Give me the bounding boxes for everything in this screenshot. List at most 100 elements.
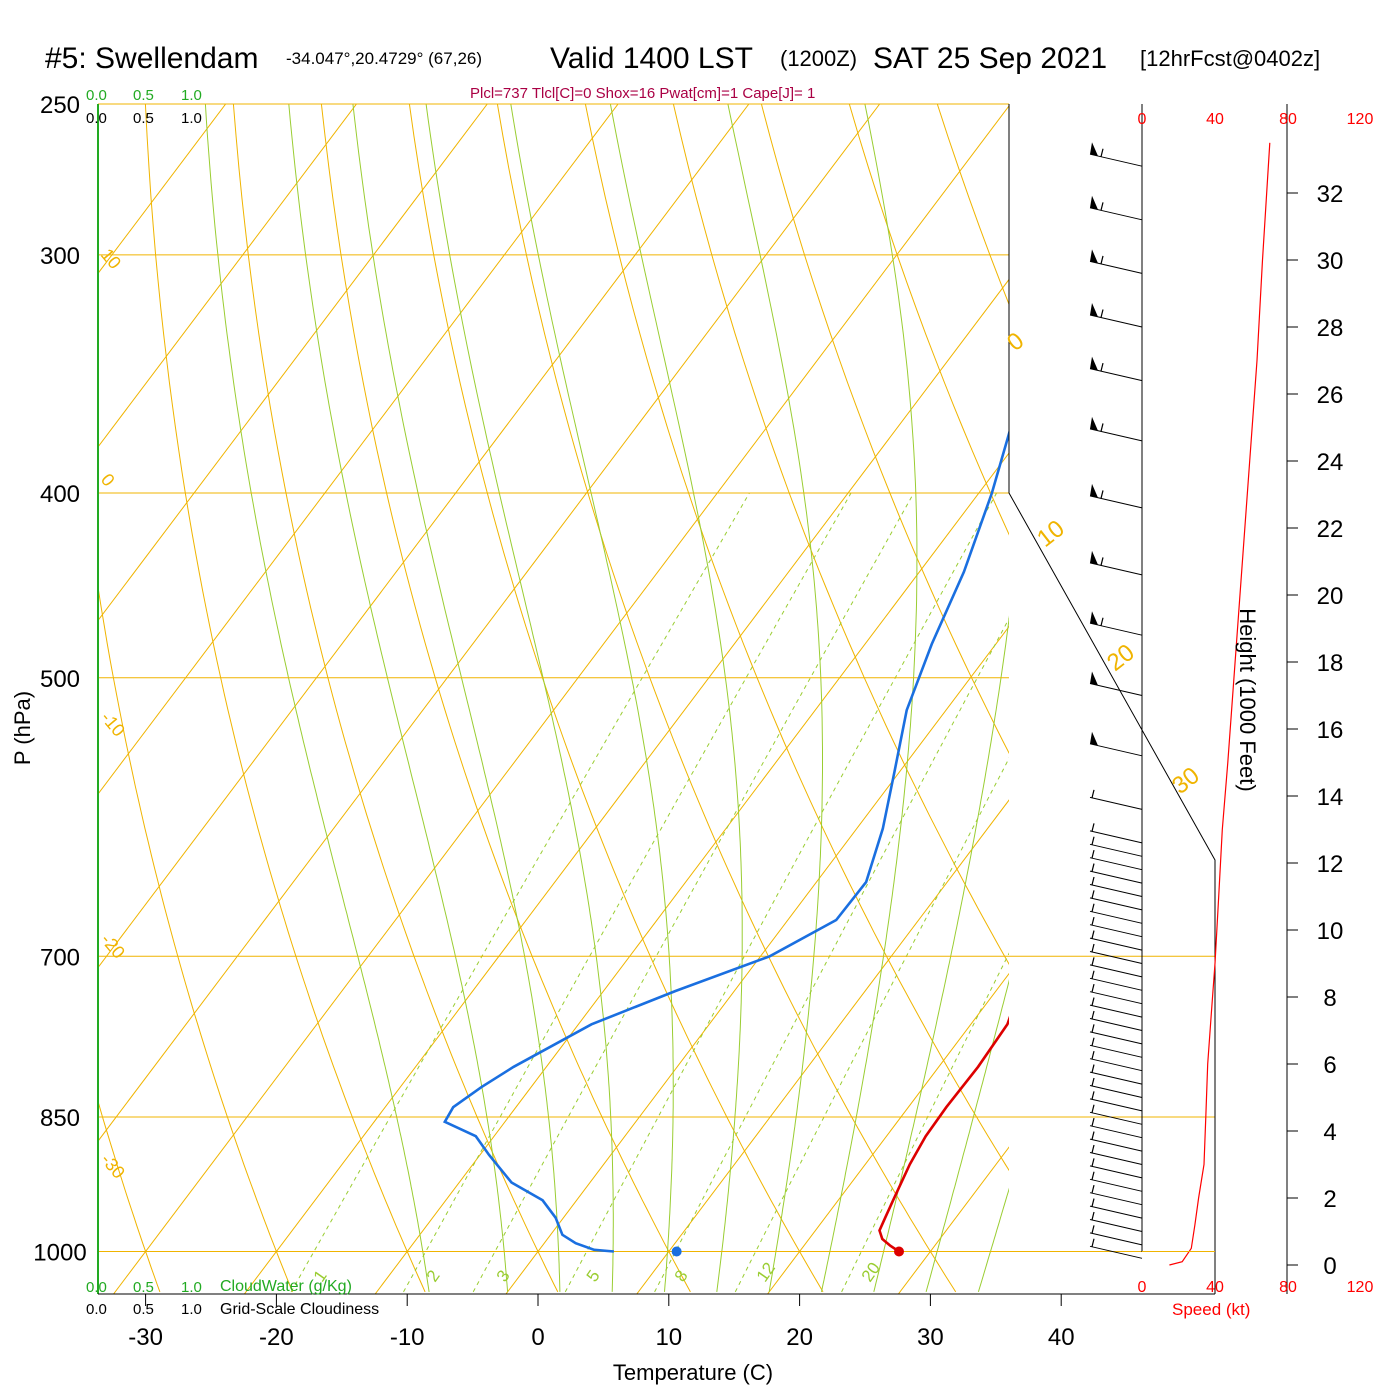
axis-labels: 1000850700500400300250100-10-20-30010203… bbox=[33, 92, 1343, 1351]
moist-adiabat-line bbox=[425, 104, 614, 1292]
wind-barb bbox=[1089, 1198, 1143, 1219]
isotherm-line bbox=[98, 104, 750, 969]
y-axis-title: P (hPa) bbox=[10, 691, 35, 765]
wind-barb bbox=[1089, 789, 1143, 810]
cloudiness-tick-top-1: 0.5 bbox=[133, 110, 154, 127]
surface-temperature-dot bbox=[894, 1246, 905, 1257]
mixing-ratio-line bbox=[734, 757, 1009, 1293]
dry-adiabat-line bbox=[98, 1099, 161, 1293]
speed-panel bbox=[1142, 142, 1271, 1266]
speed-tick-bottom-0: 0 bbox=[1138, 1279, 1147, 1296]
plot-frame bbox=[97, 104, 1298, 1306]
dry-adiabat-line bbox=[232, 104, 559, 1293]
dry-adiabat-label: 10 bbox=[1032, 515, 1070, 553]
cloudwater-tick-bottom-0: 0.0 bbox=[86, 1279, 107, 1296]
mixing-ratio-line bbox=[654, 617, 1009, 1293]
wind-barb bbox=[1089, 303, 1143, 328]
height-tick-label: 20 bbox=[1317, 583, 1344, 610]
wind-barb bbox=[1089, 957, 1143, 978]
wind-barb bbox=[1089, 483, 1143, 509]
pressure-tick-label: 400 bbox=[40, 481, 80, 508]
temperature-tick-label: 10 bbox=[655, 1324, 682, 1351]
isotherm-line bbox=[98, 104, 488, 622]
wind-barb bbox=[1089, 1211, 1143, 1232]
mixing-ratio-line bbox=[841, 952, 1009, 1293]
cloudiness-tick-top-2: 1.0 bbox=[181, 110, 202, 127]
wind-barb bbox=[1089, 249, 1143, 274]
isotherm-line bbox=[98, 104, 619, 795]
wind-barb bbox=[1089, 943, 1143, 964]
isotherm-line bbox=[374, 452, 1009, 1294]
cloudiness-tick-bottom-1: 0.5 bbox=[133, 1301, 154, 1318]
moist-adiabat-line bbox=[288, 104, 509, 1292]
wind-barb bbox=[1089, 850, 1143, 871]
height-tick-label: 16 bbox=[1317, 717, 1344, 744]
height-tick-label: 0 bbox=[1323, 1253, 1336, 1280]
wind-barb bbox=[1089, 550, 1143, 576]
dry-adiabat-line bbox=[584, 104, 1009, 1172]
pressure-tick-label: 500 bbox=[40, 666, 80, 693]
speed-tick-bottom-3: 120 bbox=[1347, 1279, 1374, 1296]
wind-barb bbox=[1089, 823, 1143, 844]
height-tick-label: 8 bbox=[1323, 985, 1336, 1012]
mixing-ratio-label: 5 bbox=[583, 1267, 604, 1286]
temperature-tick-label: 40 bbox=[1048, 1324, 1075, 1351]
wind-barbs bbox=[1089, 104, 1143, 1259]
height-tick-label: 26 bbox=[1317, 382, 1344, 409]
wind-barb bbox=[1089, 903, 1143, 924]
height-tick-label: 2 bbox=[1323, 1186, 1336, 1213]
isotherm-line bbox=[636, 799, 1009, 1294]
dry-adiabat-line bbox=[496, 104, 957, 1293]
dry-adiabat-line bbox=[144, 104, 426, 1293]
wind-barb bbox=[1089, 1064, 1143, 1085]
mixing-ratio-label: 8 bbox=[671, 1267, 692, 1286]
isotherm-line bbox=[98, 104, 881, 1142]
speed-profile-line bbox=[1169, 142, 1271, 1266]
height-tick-label: 28 bbox=[1317, 315, 1344, 342]
temperature-line bbox=[878, 1015, 1009, 1253]
x-axis-title: Temperature (C) bbox=[613, 1360, 773, 1385]
cloudwater-tick-top-2: 1.0 bbox=[181, 87, 202, 104]
wind-barb bbox=[1089, 1225, 1143, 1246]
speed-tick-top-3: 120 bbox=[1347, 111, 1374, 128]
speed-tick-top-1: 40 bbox=[1206, 111, 1224, 128]
diagram-grid bbox=[98, 104, 1009, 1294]
cloudiness-tick-top-0: 0.0 bbox=[86, 110, 107, 127]
moist-adiabat-line bbox=[510, 104, 674, 1292]
cloudwater-tick-bottom-1: 0.5 bbox=[133, 1279, 154, 1296]
temperature-tick-label: 30 bbox=[917, 1324, 944, 1351]
temperature-tick-label: -10 bbox=[390, 1324, 425, 1351]
wind-barb bbox=[1089, 1037, 1143, 1058]
isobar-lines bbox=[98, 103, 1215, 1252]
wind-barb bbox=[1089, 195, 1143, 221]
stability-indices: Plcl=737 Tlcl[C]=0 Shox=16 Pwat[cm]=1 Ca… bbox=[470, 85, 815, 102]
height-tick-label: 18 bbox=[1317, 650, 1344, 677]
wind-barb bbox=[1089, 1010, 1143, 1031]
pressure-tick-label: 850 bbox=[40, 1105, 80, 1132]
valid-time: Valid 1400 LST bbox=[550, 42, 753, 75]
pressure-tick-label: 250 bbox=[40, 92, 80, 119]
wind-barb bbox=[1089, 970, 1143, 991]
isotherm-line bbox=[243, 278, 1009, 1294]
speed-tick-top-0: 0 bbox=[1138, 111, 1147, 128]
mixing-ratio-line bbox=[472, 492, 915, 1293]
zulu-time: (1200Z) bbox=[780, 46, 857, 71]
isotherm-label: -30 bbox=[97, 1150, 129, 1183]
dewpoint-line bbox=[442, 429, 1009, 1253]
pressure-tick-label: 700 bbox=[40, 944, 80, 971]
dry-adiabat-line bbox=[760, 104, 1009, 755]
wind-barb bbox=[1089, 416, 1143, 442]
wind-barb bbox=[1089, 142, 1143, 167]
wind-barb bbox=[1089, 836, 1143, 857]
dry-adiabat-line bbox=[98, 584, 293, 1293]
isotherm-line bbox=[113, 105, 1009, 1294]
isotherm-line bbox=[767, 972, 1009, 1294]
moist-adiabat-line bbox=[609, 104, 743, 1292]
moist-adiabat-line bbox=[821, 104, 918, 1292]
wind-barb bbox=[1089, 1144, 1143, 1165]
wind-barb bbox=[1089, 671, 1143, 696]
wind-barb bbox=[1089, 1024, 1143, 1045]
temperature-tick-label: 20 bbox=[786, 1324, 813, 1351]
speed-tick-bottom-2: 80 bbox=[1279, 1279, 1297, 1296]
